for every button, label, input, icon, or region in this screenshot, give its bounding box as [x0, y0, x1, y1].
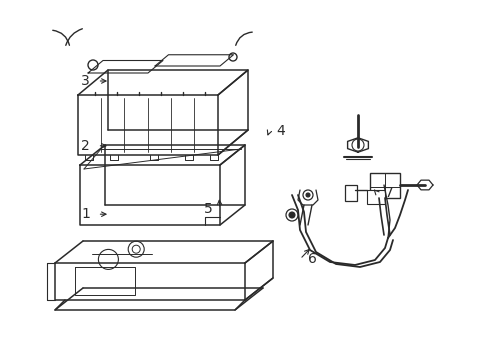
FancyArrowPatch shape [66, 29, 82, 45]
Circle shape [88, 60, 98, 70]
Bar [366, 190, 384, 204]
Text: 6: 6 [307, 252, 316, 266]
Circle shape [303, 190, 312, 200]
Circle shape [128, 241, 144, 257]
Bar [369, 173, 399, 198]
Text: 4: 4 [276, 125, 285, 138]
Text: 5: 5 [203, 202, 212, 216]
Text: 7: 7 [384, 186, 392, 199]
Circle shape [228, 53, 237, 61]
FancyArrowPatch shape [235, 32, 252, 45]
Circle shape [98, 249, 118, 269]
Circle shape [351, 139, 363, 151]
Circle shape [132, 245, 140, 253]
FancyArrowPatch shape [53, 30, 69, 45]
Circle shape [288, 212, 294, 218]
Text: 2: 2 [81, 139, 90, 153]
Circle shape [285, 209, 297, 221]
Circle shape [305, 193, 309, 197]
Text: 1: 1 [81, 207, 90, 221]
Bar [345, 185, 356, 201]
Text: 3: 3 [81, 74, 90, 88]
